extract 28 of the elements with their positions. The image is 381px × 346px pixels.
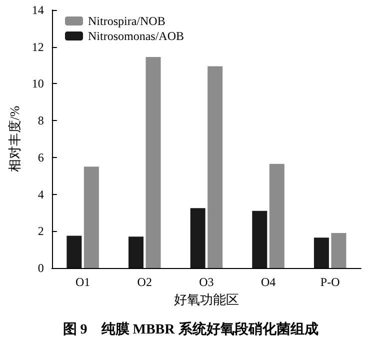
bar [331,232,346,268]
bar [128,236,144,268]
y-tick-label: 10 [32,76,44,91]
x-tick-label: O3 [199,275,214,289]
legend-label: Nitrospira/NOB [88,14,166,28]
x-axis-title: 好氧功能区 [174,292,239,307]
bar [84,166,99,268]
y-tick-label: 4 [38,187,44,202]
x-tick-label: O1 [75,275,90,289]
legend-label: Nitrosomonas/AOB [88,29,184,43]
y-tick-label: 0 [38,261,44,275]
bar [190,208,206,268]
x-tick-label: O2 [137,275,152,289]
text: 图 9 纯膜 MBBR 系统好氧段硝化菌组成 [62,320,318,338]
bar [314,238,329,268]
bar [208,66,223,268]
y-axis-title: 相对丰度/% [7,106,22,172]
y-tick-label: 14 [32,3,44,17]
y-tick-label: 12 [32,40,44,54]
bar [66,236,82,268]
y-tick-label: 2 [38,224,44,238]
bar [146,56,161,268]
y-tick-label: 8 [38,114,44,128]
x-tick-label: O4 [260,275,276,289]
y-tick-label: 6 [38,150,44,164]
bar [269,164,284,268]
x-tick-label: P-O [320,275,340,289]
bar [252,210,268,268]
